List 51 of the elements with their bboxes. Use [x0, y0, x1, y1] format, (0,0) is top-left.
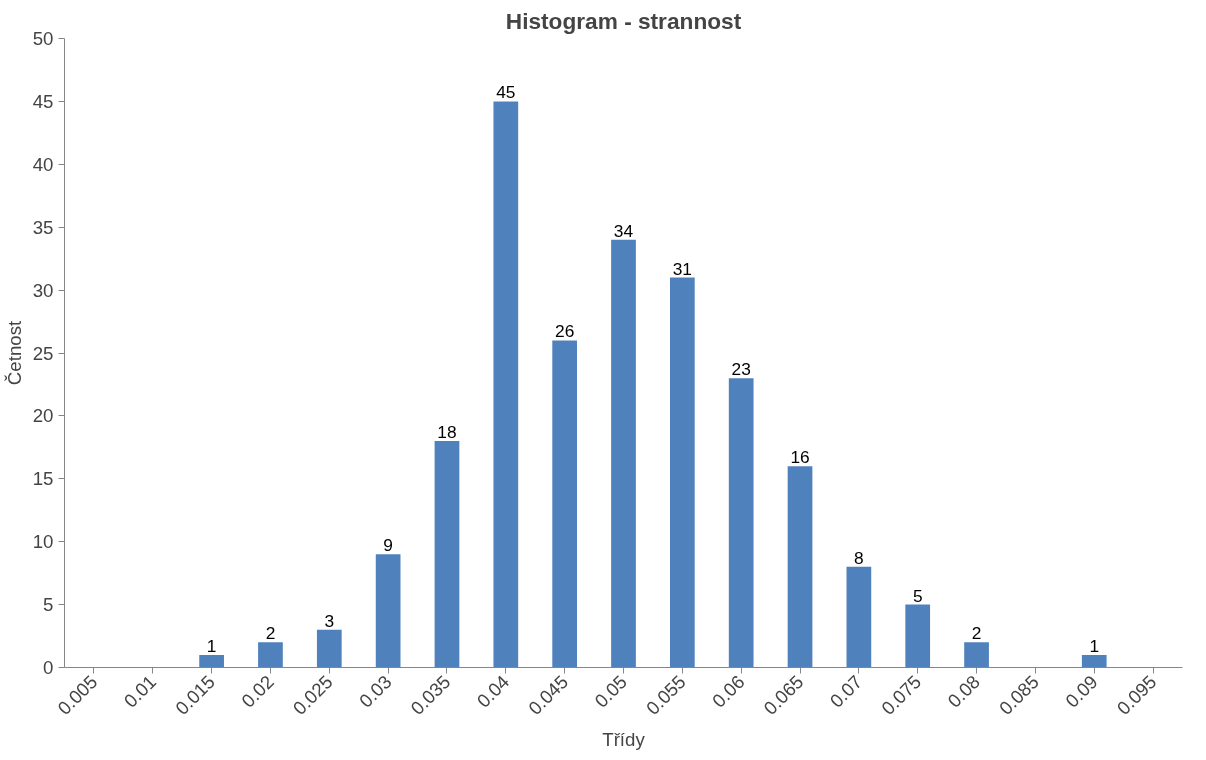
- data-label: 16: [790, 447, 810, 468]
- x-tick-label: 0.06: [708, 671, 749, 712]
- x-tick-label: 0.08: [943, 671, 984, 712]
- data-label: 2: [971, 623, 982, 644]
- x-tick-label: 0.04: [472, 671, 514, 712]
- x-tick-label: 0.02: [237, 671, 278, 712]
- y-tick-label: 5: [43, 594, 54, 616]
- x-axis-title: Třídy: [602, 728, 646, 750]
- y-tick-label: 20: [32, 405, 54, 427]
- data-label: 34: [613, 220, 634, 241]
- bar: [434, 441, 460, 668]
- bar: [669, 277, 695, 668]
- bar: [375, 554, 401, 668]
- bar: [199, 654, 224, 668]
- y-tick-label: 0: [43, 657, 54, 678]
- x-tick-label: 0.09: [1061, 671, 1102, 712]
- y-tick-label: 30: [32, 279, 54, 301]
- data-label: 3: [324, 610, 335, 631]
- bar: [611, 239, 636, 668]
- bar: [493, 101, 519, 668]
- y-tick-label: 50: [32, 28, 54, 49]
- data-label: 31: [672, 258, 692, 279]
- x-tick-label: 0.03: [355, 671, 396, 712]
- data-label: 2: [265, 623, 276, 644]
- data-label: 23: [731, 359, 751, 380]
- bar: [258, 642, 283, 668]
- data-label: 8: [854, 547, 864, 568]
- bar: [728, 378, 754, 668]
- bar: [1081, 654, 1107, 668]
- y-tick-label: 25: [32, 342, 54, 364]
- data-label: 9: [383, 535, 393, 556]
- data-label: 5: [912, 585, 923, 606]
- data-label: 1: [1089, 635, 1100, 656]
- bar: [316, 629, 342, 668]
- data-label: 26: [555, 321, 575, 342]
- data-label: 1: [206, 635, 217, 656]
- bar: [552, 340, 578, 668]
- y-tick-label: 45: [32, 90, 54, 112]
- bar: [787, 466, 813, 668]
- data-label: 45: [496, 82, 516, 103]
- y-tick-label: 40: [32, 153, 54, 175]
- bar: [964, 642, 989, 668]
- y-tick-label: 15: [32, 468, 54, 490]
- bar: [846, 566, 872, 668]
- bar: [905, 604, 931, 668]
- x-tick-label: 0.01: [119, 671, 161, 712]
- y-axis-title: Četnost: [3, 320, 25, 386]
- data-label: 18: [437, 422, 457, 443]
- y-tick-label: 10: [32, 531, 54, 553]
- y-tick-label: 35: [32, 216, 54, 238]
- chart-title: Histogram - strannost: [505, 7, 742, 34]
